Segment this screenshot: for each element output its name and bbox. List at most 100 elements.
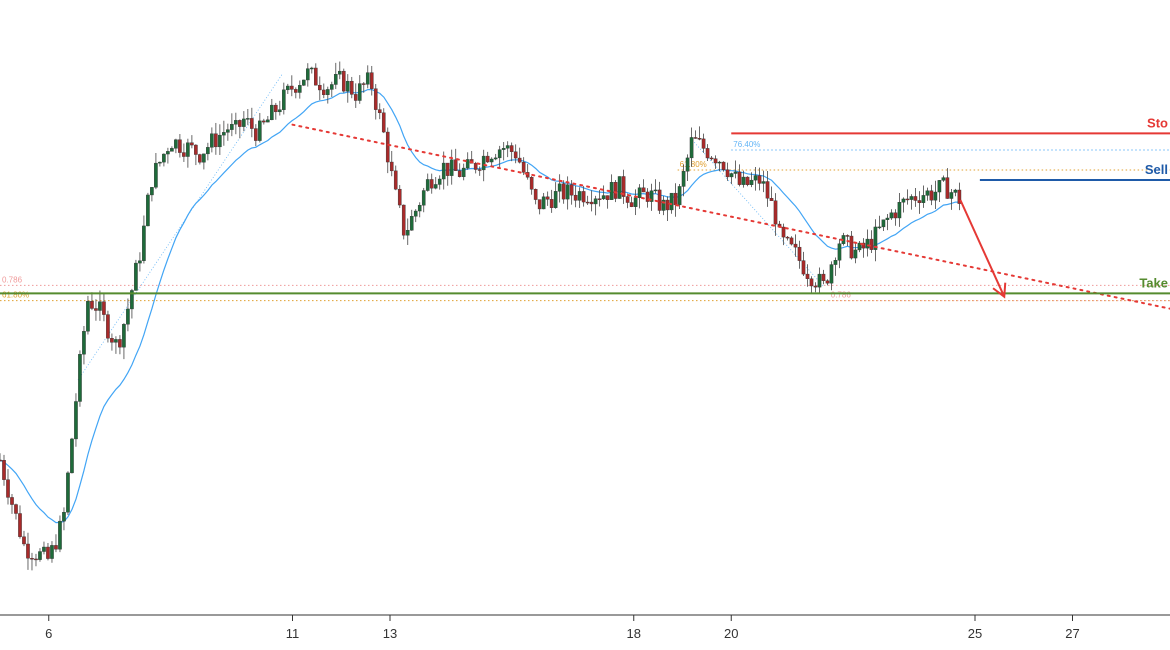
candle-body: [617, 176, 622, 199]
candle-body: [222, 132, 226, 136]
candle-body: [581, 191, 586, 203]
candle-body: [901, 198, 906, 203]
candle-body: [341, 70, 346, 92]
candle-body: [397, 188, 402, 206]
candle-body: [921, 195, 926, 203]
candle-body: [353, 94, 358, 101]
candle-body: [46, 546, 50, 559]
candle-body: [669, 192, 674, 211]
candle-body: [805, 273, 810, 279]
candle-body: [477, 169, 482, 171]
candle-body: [234, 120, 238, 125]
candle-body: [114, 339, 118, 343]
candle-body: [541, 196, 546, 210]
candle-body: [545, 196, 550, 200]
candle-body: [689, 137, 694, 159]
candle-body: [529, 177, 534, 190]
candle-body: [645, 191, 650, 202]
candle-body: [170, 148, 174, 152]
candle-body: [393, 170, 398, 190]
candle-body: [357, 83, 362, 101]
candle-body: [913, 196, 918, 201]
candle-body: [613, 182, 618, 199]
candle-body: [725, 169, 730, 178]
candle-body: [741, 176, 746, 185]
candle-body: [162, 153, 166, 163]
candle-body: [106, 314, 110, 339]
candle-body: [513, 151, 518, 159]
candle-body: [146, 194, 150, 227]
fib-level-label: 61.80%: [680, 160, 707, 169]
candle-body: [26, 543, 30, 559]
fib-level-label: 0.786: [831, 291, 852, 300]
candle-body: [869, 238, 874, 250]
fib-level-label: 76.40%: [733, 140, 760, 149]
candle-body: [361, 83, 366, 85]
candle-body: [134, 262, 138, 291]
candle-body: [274, 104, 278, 113]
x-tick-label: 25: [968, 626, 982, 641]
annotation-layer: Sto Sell Take: [0, 115, 1170, 310]
candle-body: [773, 200, 778, 225]
candle-body: [42, 546, 46, 552]
candle-body: [597, 198, 602, 200]
candle-body: [653, 189, 658, 192]
candle-body: [793, 243, 798, 248]
candle-body: [441, 162, 446, 180]
candle-body: [110, 338, 114, 343]
candle-body: [6, 479, 10, 498]
fib-level-label: 61.80%: [2, 291, 29, 300]
sell-level-label: Sell: [1145, 162, 1168, 177]
candle-body: [817, 273, 822, 288]
candle-body: [30, 558, 34, 560]
candle-body: [537, 199, 542, 210]
candle-body: [893, 212, 898, 219]
candle-body: [837, 243, 842, 261]
candle-body: [302, 79, 306, 86]
candle-body: [565, 184, 570, 200]
candle-body: [138, 260, 142, 264]
x-axis: 6 11 13 18 20 25 27: [0, 614, 1170, 641]
candle-body: [389, 161, 394, 172]
candle-body: [785, 236, 790, 239]
candle-body: [194, 144, 198, 155]
candle-body: [949, 192, 954, 199]
candle-body: [198, 154, 202, 163]
candle-body: [781, 226, 786, 238]
candle-body: [501, 148, 506, 150]
candle-body: [210, 133, 214, 148]
candle-body: [825, 280, 830, 284]
candle-body: [505, 145, 510, 149]
candle-body: [0, 459, 2, 462]
candle-body: [657, 189, 662, 211]
candle-body: [701, 138, 706, 149]
candle-body: [429, 179, 434, 189]
candle-body: [649, 190, 654, 202]
x-tick-label: 27: [1065, 626, 1079, 641]
candle-body: [262, 120, 266, 123]
target-arrow-shaft: [959, 199, 1006, 298]
candle-body: [214, 133, 218, 148]
candle-body: [897, 202, 902, 219]
candle-body: [753, 175, 758, 181]
candle-body: [421, 190, 426, 206]
candle-body: [685, 157, 690, 172]
candle-body: [286, 85, 290, 91]
candle-body: [14, 504, 18, 514]
candle-body: [417, 204, 422, 212]
candle-body: [593, 198, 598, 205]
candle-body: [130, 290, 134, 310]
candle-body: [345, 80, 350, 92]
candle-body: [721, 161, 726, 170]
candle-body: [853, 249, 858, 259]
candle-body: [2, 460, 6, 480]
candle-body: [270, 104, 274, 121]
candle-body: [405, 230, 410, 236]
candle-body: [369, 72, 374, 89]
candle-body: [937, 180, 942, 193]
candle-body: [733, 171, 738, 174]
candle-body: [845, 235, 850, 237]
candle-body: [497, 149, 502, 159]
candle-body: [621, 176, 626, 197]
